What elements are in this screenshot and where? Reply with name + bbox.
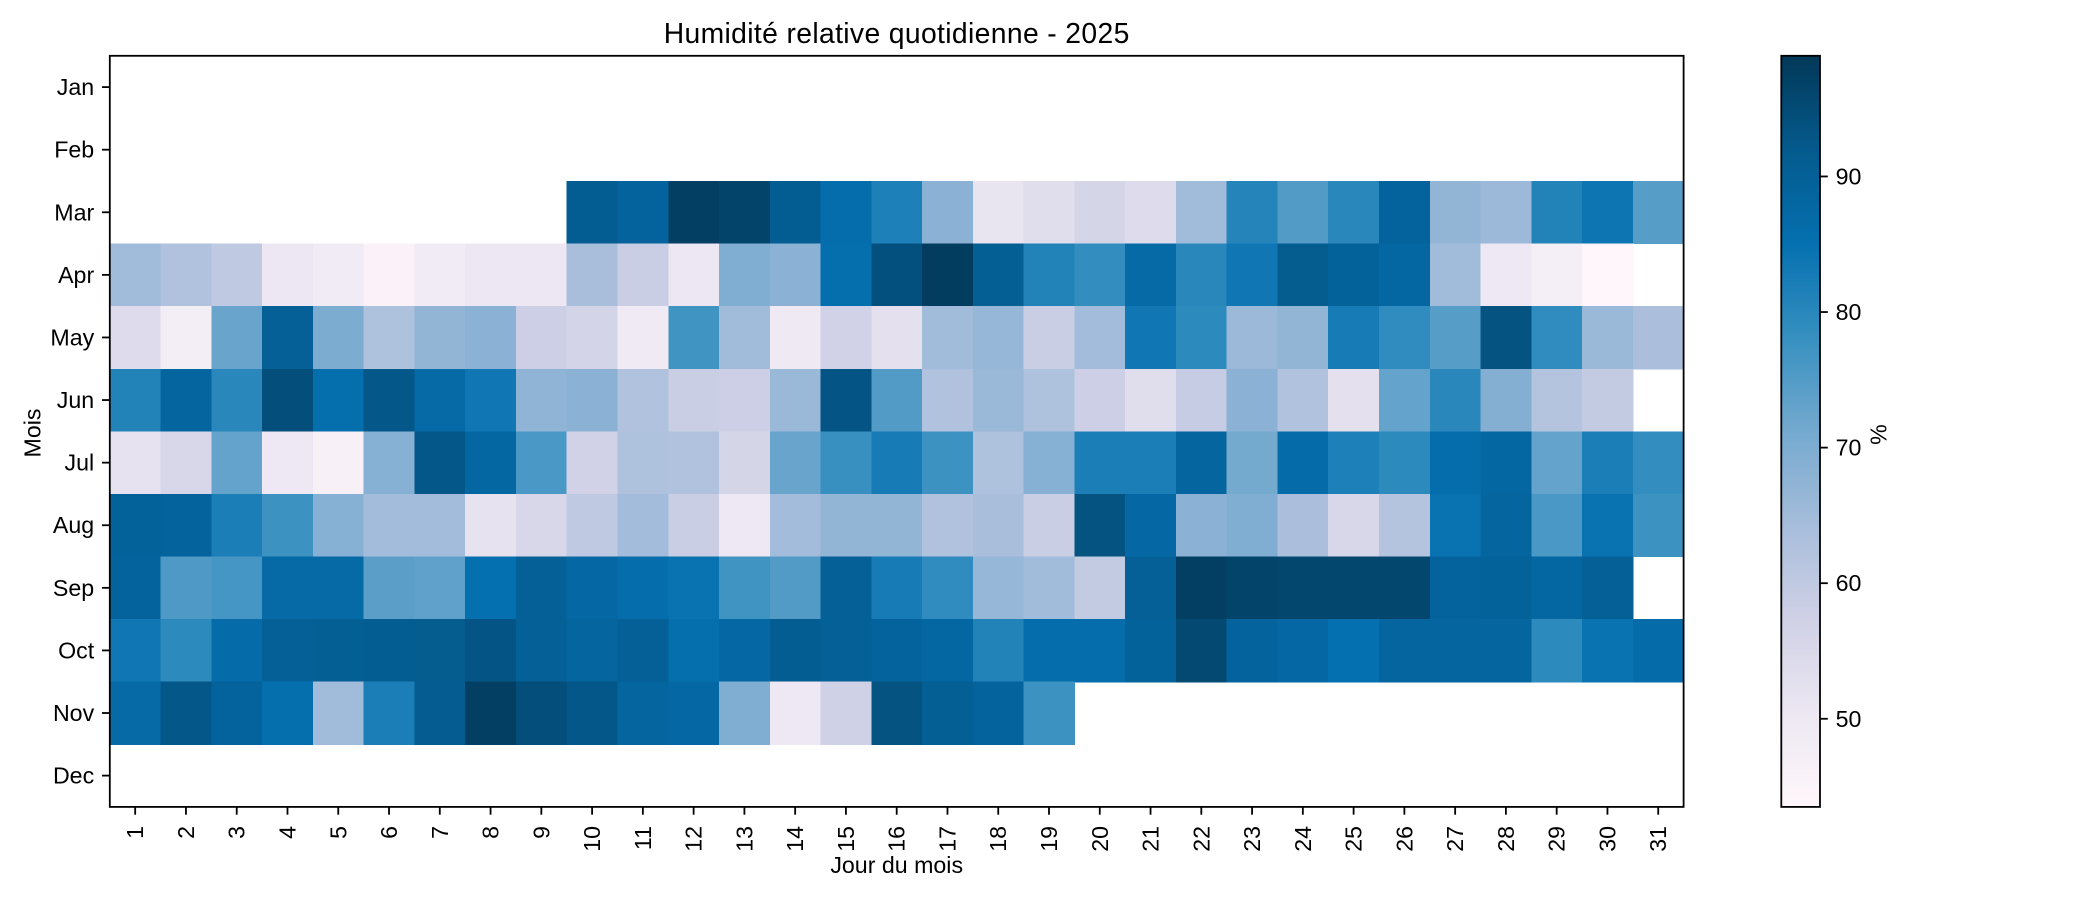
svg-text:31: 31 [1645,826,1671,852]
svg-text:90: 90 [1836,163,1862,189]
svg-text:Sep: Sep [53,575,94,601]
svg-text:3: 3 [224,826,250,839]
svg-text:2: 2 [173,826,199,839]
svg-text:1: 1 [122,826,148,839]
svg-text:Oct: Oct [58,637,95,663]
svg-text:Jan: Jan [57,74,94,100]
svg-text:29: 29 [1544,826,1570,852]
svg-text:Dec: Dec [53,763,94,789]
svg-text:19: 19 [1036,826,1062,852]
svg-text:5: 5 [325,826,351,839]
svg-text:4: 4 [274,826,300,839]
svg-text:27: 27 [1442,826,1468,852]
svg-text:23: 23 [1239,826,1265,852]
svg-text:21: 21 [1138,826,1164,852]
svg-text:20: 20 [1087,826,1113,852]
svg-text:6: 6 [376,826,402,839]
svg-text:80: 80 [1836,299,1862,325]
svg-text:25: 25 [1341,826,1367,852]
svg-text:17: 17 [934,826,960,852]
svg-text:Jul: Jul [65,450,95,476]
svg-text:Mar: Mar [54,199,94,225]
svg-text:8: 8 [478,826,504,839]
svg-text:60: 60 [1836,570,1862,596]
svg-text:Feb: Feb [54,137,94,163]
svg-text:11: 11 [630,826,656,850]
svg-text:28: 28 [1493,826,1519,852]
svg-text:12: 12 [681,826,707,852]
svg-text:50: 50 [1836,706,1862,732]
svg-text:%: % [1866,424,1892,445]
svg-text:15: 15 [833,826,859,852]
svg-text:7: 7 [427,826,453,839]
svg-text:Apr: Apr [58,262,94,288]
svg-text:13: 13 [731,826,757,852]
svg-text:Jun: Jun [57,387,94,413]
svg-text:22: 22 [1188,826,1214,852]
svg-text:30: 30 [1594,826,1620,852]
svg-text:Jour du mois: Jour du mois [830,852,963,878]
svg-text:10: 10 [579,826,605,852]
svg-text:Aug: Aug [53,512,94,538]
svg-text:May: May [50,324,94,350]
svg-text:14: 14 [782,826,808,852]
svg-text:9: 9 [528,826,554,839]
svg-text:24: 24 [1290,826,1316,852]
svg-text:Humidité relative quotidienne: Humidité relative quotidienne - 2025 [664,17,1130,49]
svg-text:Mois: Mois [20,409,46,458]
svg-text:26: 26 [1391,826,1417,852]
svg-text:16: 16 [884,826,910,852]
svg-text:70: 70 [1836,435,1862,461]
svg-text:18: 18 [985,826,1011,852]
svg-text:Nov: Nov [53,700,95,726]
